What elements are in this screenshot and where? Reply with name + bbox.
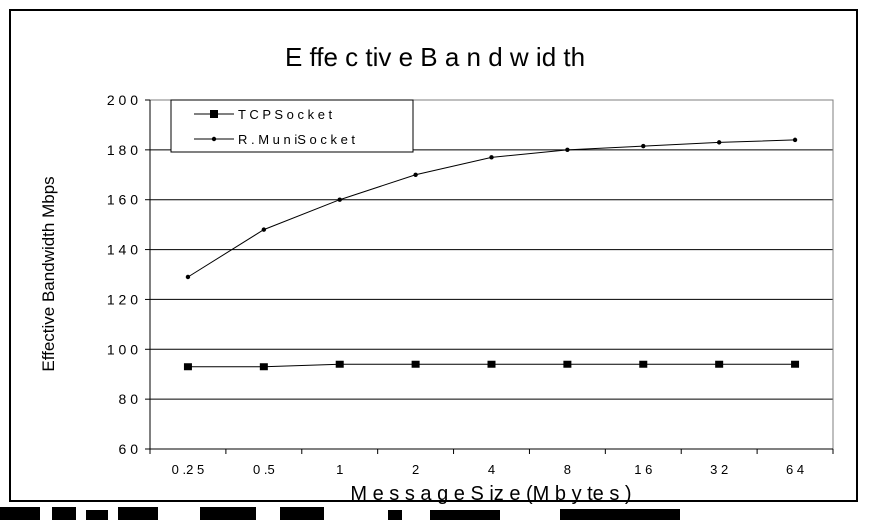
x-tick-label: 6 4 bbox=[786, 462, 804, 477]
data-point-munisocket bbox=[261, 227, 267, 232]
y-tick-label: 2 0 0 bbox=[107, 92, 138, 108]
legend-label-tcp: T C P S o c k e t bbox=[238, 107, 333, 122]
legend-box bbox=[170, 99, 414, 153]
x-tick-label: 3 2 bbox=[710, 462, 728, 477]
x-tick-label: 2 bbox=[412, 462, 419, 477]
legend-marker-tcp bbox=[210, 110, 218, 118]
x-tick-label: 1 6 bbox=[634, 462, 652, 477]
data-point-tcp bbox=[259, 363, 268, 371]
y-tick-label: 1 4 0 bbox=[107, 242, 138, 258]
y-ticks: 6 0 8 0 1 0 0 1 2 0 1 4 0 1 6 0 1 8 0 2 0 0 bbox=[107, 92, 150, 457]
x-tick-label: 8 bbox=[564, 462, 571, 477]
data-point-tcp bbox=[563, 360, 572, 368]
y-tick-label: 6 0 bbox=[119, 441, 139, 457]
data-point-tcp bbox=[183, 363, 192, 371]
data-point-tcp bbox=[487, 360, 496, 368]
x-axis-label: M e s s a g e S iz e (M b y te s ) bbox=[350, 483, 631, 505]
data-point-munisocket bbox=[185, 274, 191, 280]
data-point-tcp bbox=[335, 360, 344, 368]
legend-marker-munisocket bbox=[211, 136, 217, 142]
data-point-tcp bbox=[411, 360, 420, 368]
data-point-munisocket bbox=[792, 137, 798, 143]
data-point-munisocket bbox=[489, 155, 494, 160]
data-point-munisocket bbox=[641, 143, 646, 149]
x-tick-label: 0 .5 bbox=[253, 462, 275, 477]
data-point-munisocket bbox=[413, 172, 418, 177]
legend: T C P S o c k e t R . M u n iS o c k e t bbox=[170, 99, 414, 153]
x-tick-label: 0 .2 5 bbox=[172, 462, 205, 477]
y-axis-label: Effective Bandwidth Mbps bbox=[39, 176, 58, 371]
data-point-tcp bbox=[791, 360, 800, 368]
y-tick-label: 1 0 0 bbox=[107, 341, 138, 357]
y-tick-label: 8 0 bbox=[119, 391, 139, 407]
y-tick-label: 1 8 0 bbox=[107, 142, 138, 158]
series-line-1 bbox=[187, 139, 796, 278]
x-tick-label: 4 bbox=[488, 462, 495, 477]
x-ticks: 0 .2 5 0 .5 1 2 4 8 1 6 3 2 6 4 bbox=[149, 449, 834, 477]
legend-label-munisocket: R . M u n iS o c k e t bbox=[238, 132, 355, 147]
y-tick-label: 1 2 0 bbox=[107, 291, 138, 307]
data-point-munisocket bbox=[337, 197, 342, 202]
series-layer bbox=[183, 137, 800, 371]
cropped-caption-fragment bbox=[0, 507, 870, 520]
data-point-tcp bbox=[715, 360, 724, 368]
x-tick-label: 1 bbox=[336, 462, 343, 477]
data-point-tcp bbox=[639, 360, 648, 368]
figure-frame bbox=[9, 9, 858, 502]
chart-title: E ffe c tiv e B a n d w id th bbox=[285, 42, 585, 72]
caption-fragment-marks bbox=[0, 507, 680, 520]
y-tick-label: 1 6 0 bbox=[107, 192, 138, 208]
data-point-munisocket bbox=[565, 147, 570, 153]
data-point-munisocket bbox=[716, 140, 722, 145]
